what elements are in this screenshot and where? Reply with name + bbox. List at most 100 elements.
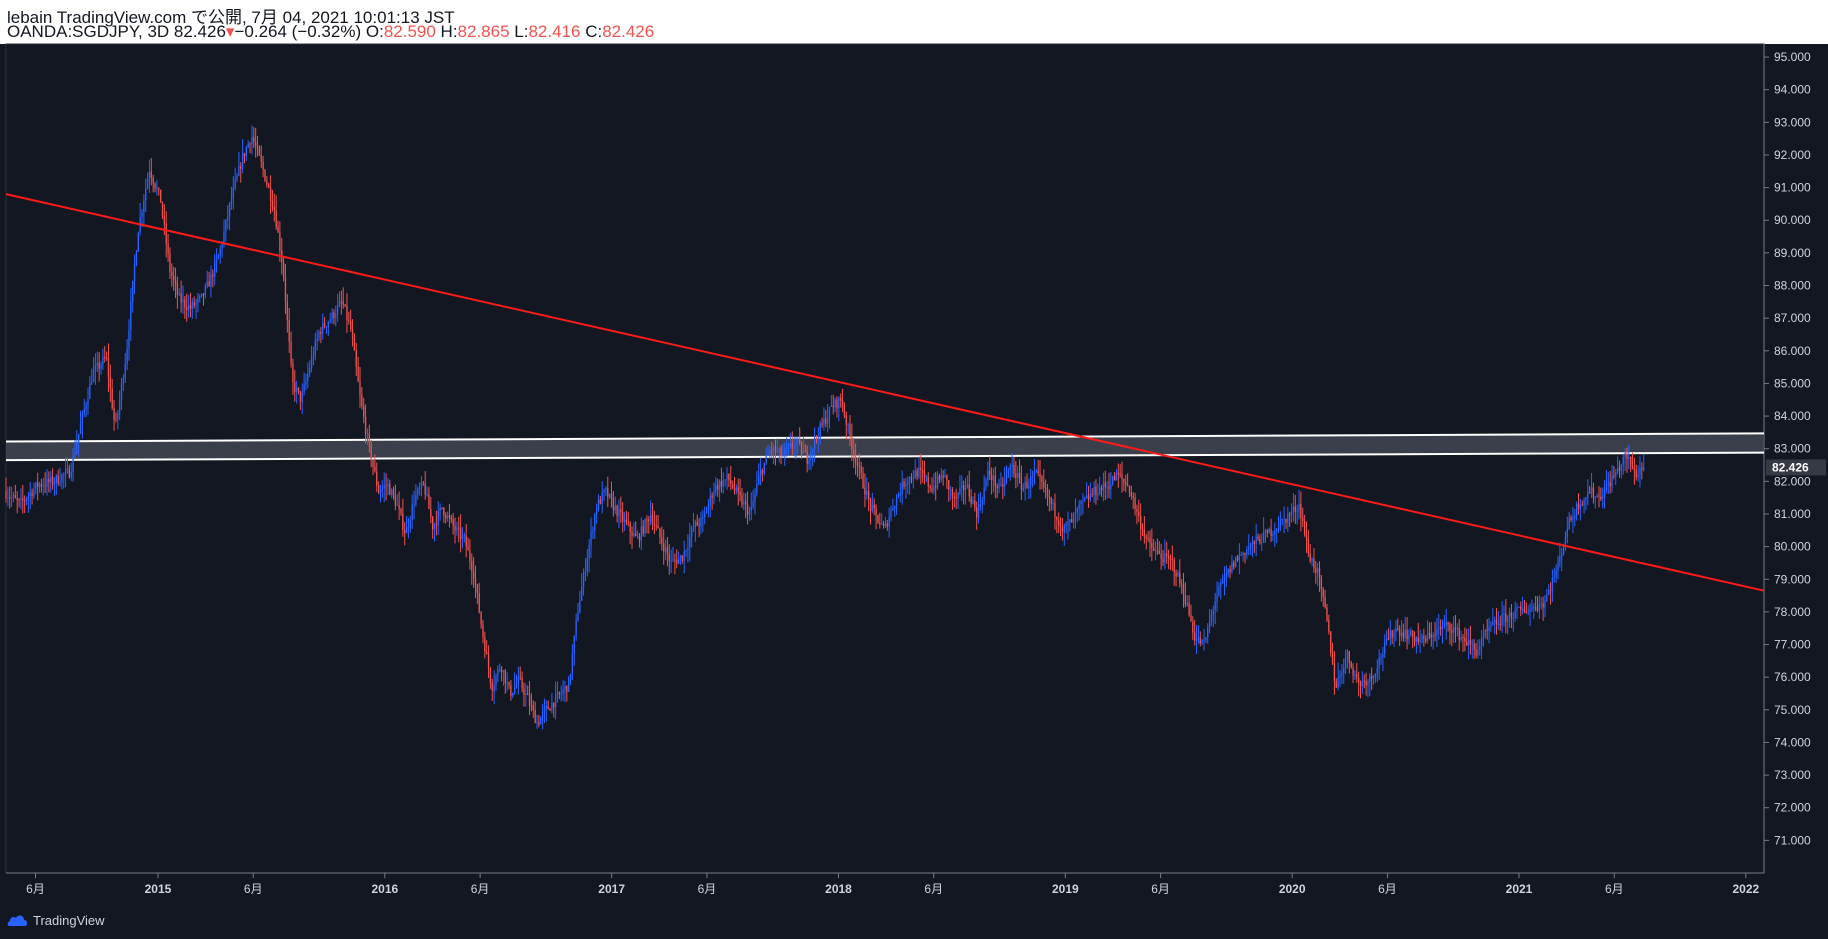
candle-body (260, 154, 262, 162)
candle-body (1296, 510, 1298, 512)
candle-body (29, 492, 31, 497)
candle-body (1123, 478, 1125, 482)
candle-body (1026, 481, 1028, 488)
candle-body (696, 521, 698, 526)
candle-body (940, 475, 942, 480)
candle-body (1233, 562, 1235, 568)
candle-body (1028, 485, 1030, 488)
candle-body (666, 547, 669, 555)
candle-body (1436, 628, 1438, 636)
candle-body (113, 408, 115, 420)
candle-body (739, 491, 741, 496)
candle-body (517, 676, 520, 684)
candle-body (944, 475, 946, 478)
candle-body (269, 187, 272, 202)
candle-body (486, 652, 488, 654)
candle-body (1581, 504, 1583, 506)
candle-body (1229, 569, 1231, 573)
candle-body (124, 363, 126, 379)
candle-body (1132, 495, 1134, 498)
candle-body (1458, 627, 1460, 640)
time-axis[interactable]: 6月 2015 6月 2016 6月 2017 6月 2018 6月 2019 6月 2020 6月 20… (26, 873, 1760, 896)
x-tick-label: 6月 (471, 882, 490, 896)
candle-body (1443, 624, 1446, 627)
candle-body (251, 137, 253, 144)
candle-body (672, 559, 674, 561)
candle-body (118, 398, 121, 413)
candle-body (1367, 681, 1369, 686)
candle-body (197, 297, 199, 303)
candle-body (894, 505, 896, 509)
candle-body (469, 550, 471, 562)
candle-body (1262, 531, 1265, 543)
candle-body (1201, 640, 1203, 644)
candle-body (1616, 468, 1619, 472)
candle-body (335, 314, 337, 318)
candle-body (493, 684, 495, 692)
candle-body (1151, 542, 1153, 549)
candle-body (813, 437, 816, 449)
y-tick-label: 92.000 (1774, 148, 1811, 162)
candle-body (677, 558, 680, 564)
candle-body (258, 147, 261, 155)
candle-body (1002, 484, 1004, 487)
resistance-zone[interactable] (5, 432, 1765, 462)
candle-body (860, 466, 862, 474)
candle-body (746, 503, 749, 515)
candle-body (391, 489, 393, 495)
candle-body (901, 481, 903, 495)
candle-body (966, 484, 969, 488)
candle-body (843, 408, 846, 416)
zone-bottom-line[interactable] (5, 451, 1765, 462)
candle-body (377, 485, 380, 494)
candle-body (55, 475, 57, 484)
candle-body (159, 189, 162, 203)
candle-body (33, 489, 35, 497)
candle-body (1065, 524, 1067, 526)
candle-body (1139, 515, 1142, 530)
y-tick-label: 90.000 (1774, 213, 1811, 227)
candle-body (1244, 552, 1246, 555)
candle-body (228, 203, 231, 217)
candle-body (426, 494, 428, 496)
candle-body (437, 510, 439, 525)
candle-body (1203, 640, 1205, 642)
y-tick-label: 88.000 (1774, 279, 1811, 293)
candle-body (569, 673, 572, 679)
candle-body (1143, 529, 1146, 537)
candle-body (743, 501, 745, 505)
candle-body (866, 490, 868, 495)
trendline-layer[interactable] (5, 193, 1765, 592)
candle-body (240, 165, 242, 169)
candle-body (1531, 607, 1533, 610)
chart-header: lebain TradingView.com で公開, 7月 04, 2021 … (0, 0, 1828, 44)
descending-trendline[interactable] (5, 193, 1765, 592)
candle-body (774, 446, 777, 452)
candle-body (1030, 476, 1032, 486)
candle-body (1108, 486, 1110, 490)
candle-body (1596, 495, 1598, 498)
candle-body (821, 423, 823, 425)
candle-body (620, 509, 622, 513)
y-tick-label: 75.000 (1774, 703, 1811, 717)
candle-body (1589, 492, 1591, 494)
candle-body (741, 495, 743, 505)
x-tick-label: 2017 (598, 882, 625, 896)
candle-body (998, 484, 1000, 488)
candle-body (407, 526, 410, 528)
candle-body (1568, 517, 1570, 530)
zone-top-line[interactable] (5, 432, 1765, 443)
candle-body (1493, 620, 1496, 622)
price-axis[interactable]: 71.000 72.000 73.000 74.000 75.000 76.000 77.0… (1764, 50, 1826, 847)
candle-body (171, 271, 173, 277)
candle-body (1346, 651, 1349, 659)
candle-body (1035, 470, 1037, 473)
candle-body (1330, 631, 1332, 653)
candle-body (1551, 578, 1554, 591)
candle-body (1605, 483, 1608, 489)
y-tick-label: 85.000 (1774, 376, 1811, 390)
candle-body (1404, 629, 1406, 638)
candle-body (534, 709, 536, 724)
candle-body (104, 356, 106, 358)
